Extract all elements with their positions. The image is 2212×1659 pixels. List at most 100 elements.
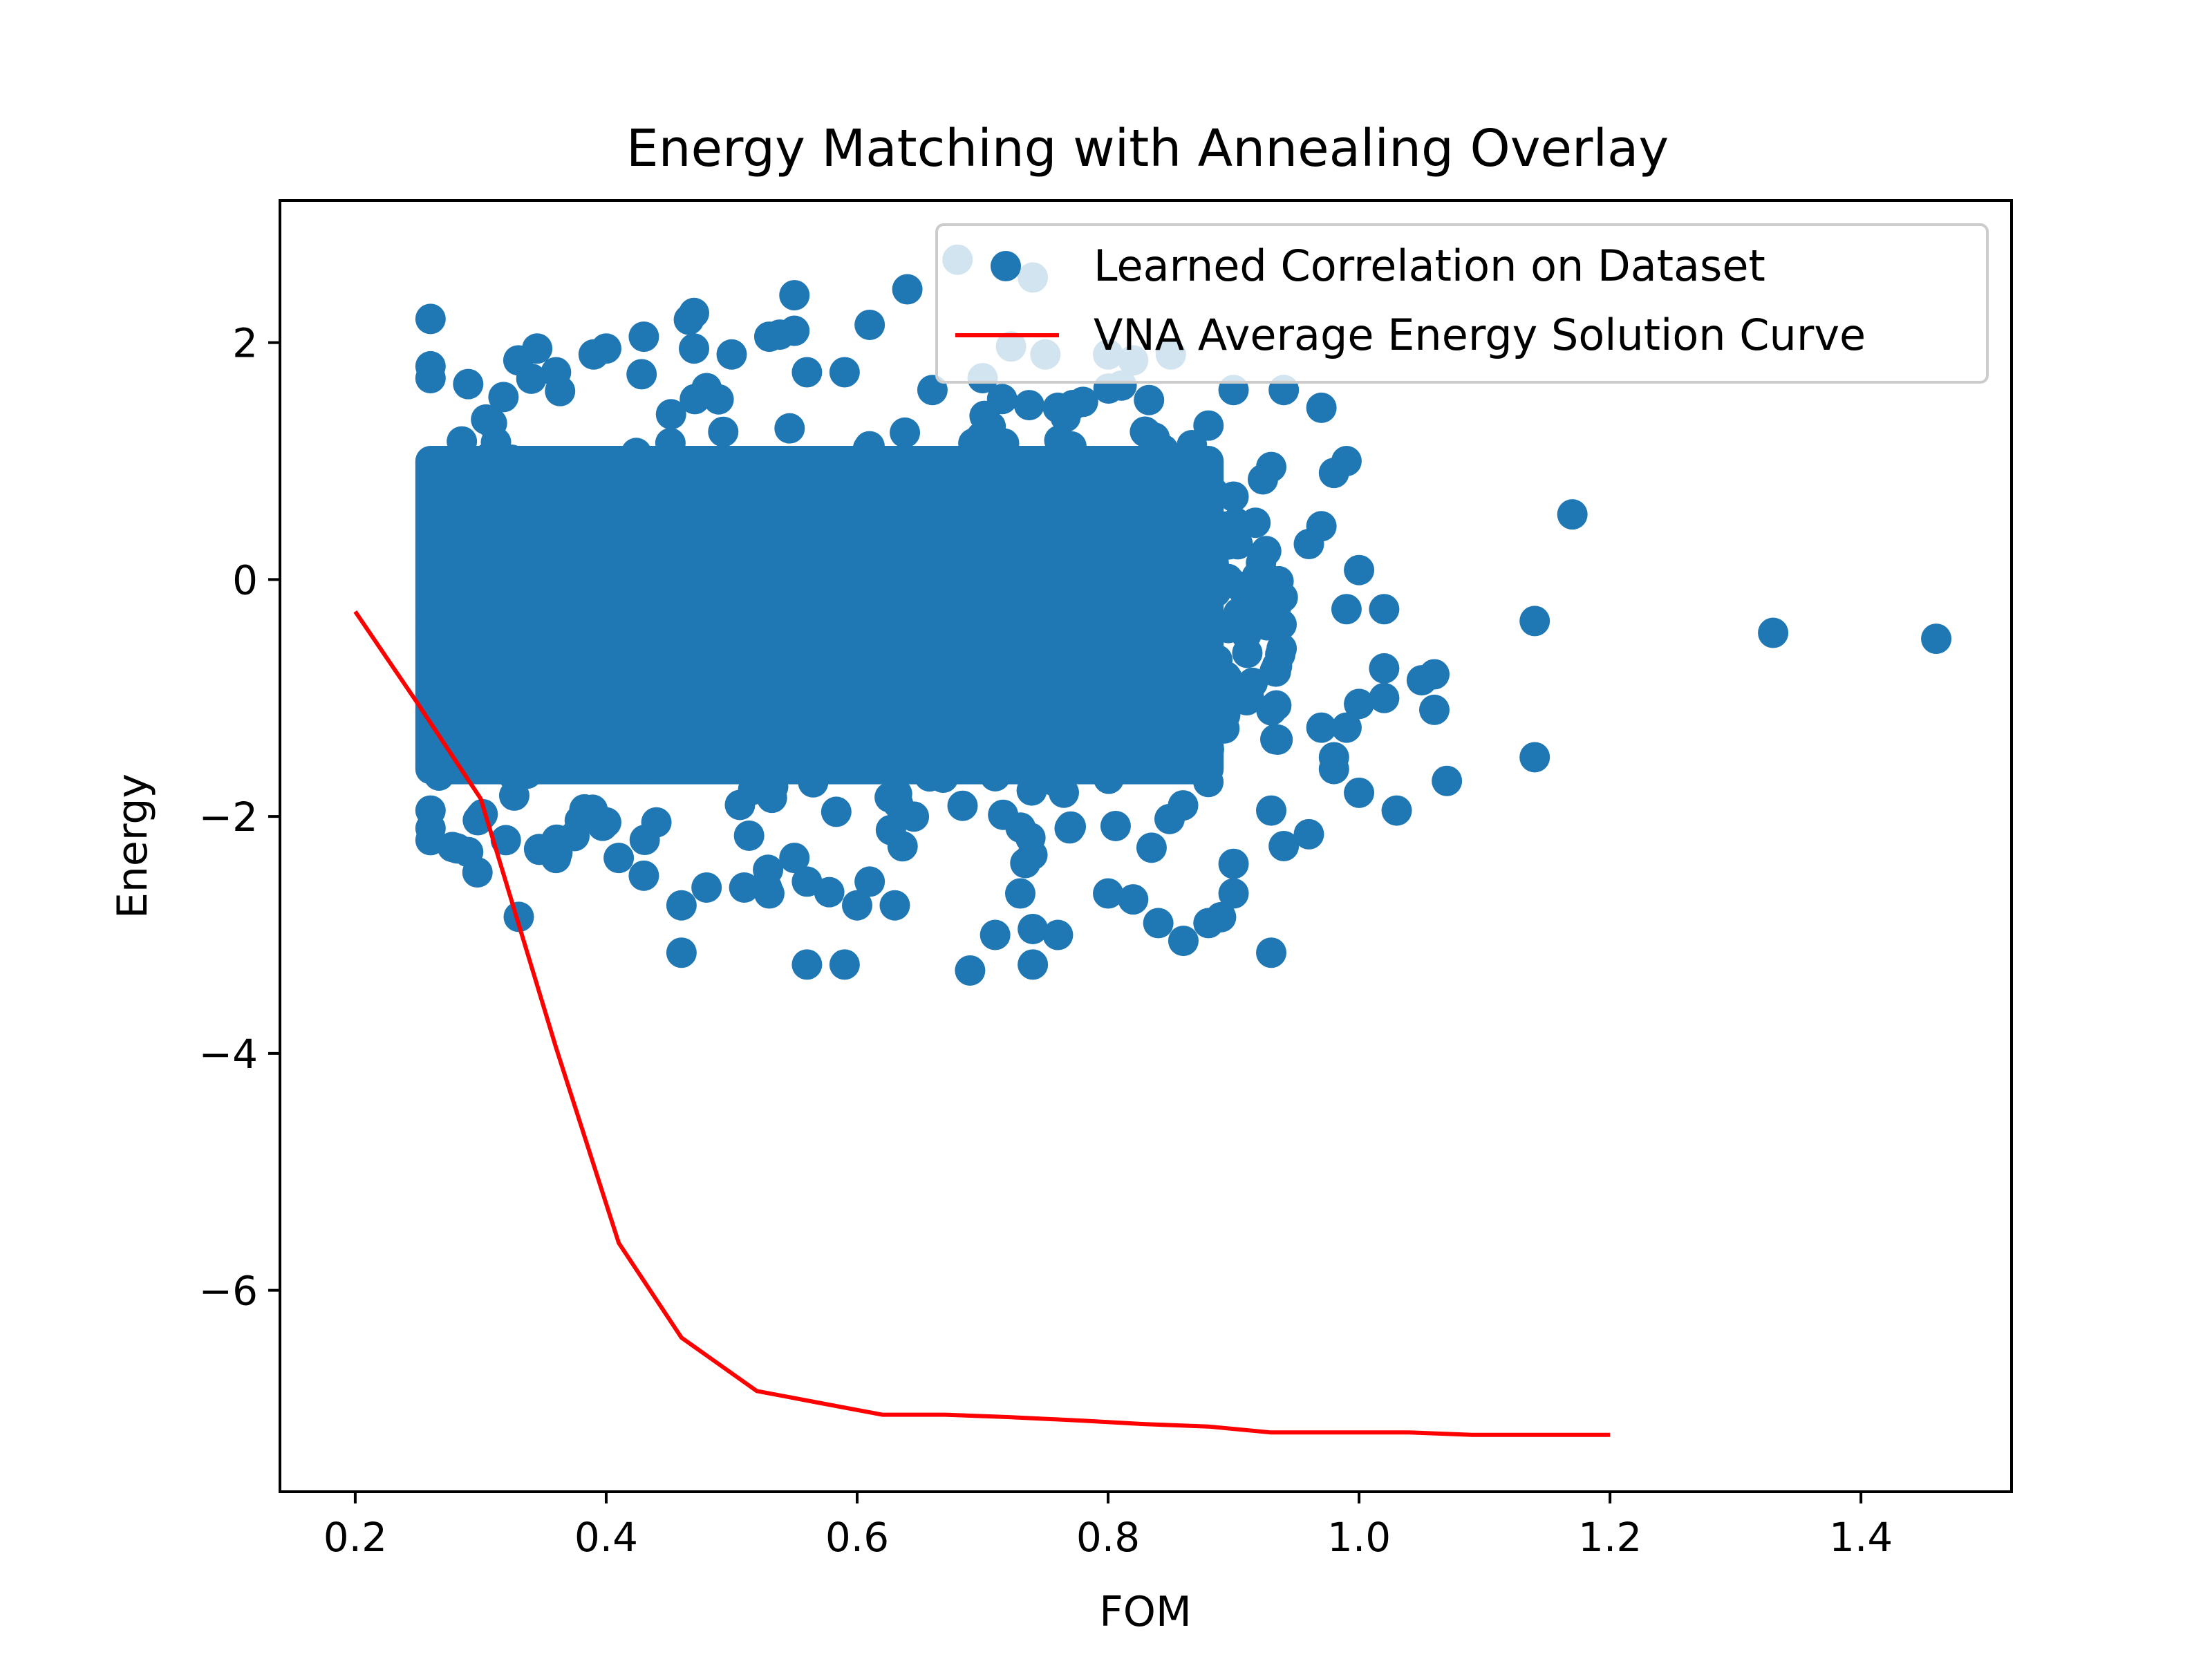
scatter-point	[503, 556, 534, 587]
scatter-point	[572, 541, 603, 572]
scatter-point	[1162, 729, 1193, 760]
scatter-point	[482, 635, 514, 666]
scatter-point	[753, 878, 785, 909]
scatter-point	[976, 695, 1007, 727]
scatter-point	[453, 836, 484, 868]
scatter-point	[1293, 528, 1324, 559]
scatter-point	[774, 413, 805, 444]
scatter-point	[1237, 667, 1268, 698]
legend-scatter-marker	[991, 251, 1021, 281]
scatter-point	[1256, 795, 1287, 826]
scatter-point	[1193, 734, 1224, 765]
scatter-point	[691, 373, 722, 404]
scatter-point	[458, 505, 489, 536]
scatter-point	[532, 612, 563, 644]
scatter-point	[765, 745, 796, 776]
scatter-point	[955, 596, 986, 627]
scatter-point	[682, 462, 713, 493]
scatter-point	[564, 498, 595, 529]
scatter-point	[915, 644, 946, 675]
scatter-point	[821, 796, 852, 827]
scatter-point	[503, 901, 534, 932]
scatter-point	[1193, 908, 1224, 939]
scatter-point	[1921, 624, 1952, 655]
scatter-point	[790, 707, 821, 738]
scatter-point	[415, 363, 446, 394]
y-axis-ticks: 2 0 −2 −4 −6	[199, 320, 280, 1315]
scatter-point	[1030, 700, 1061, 731]
scatter-point	[1369, 653, 1400, 684]
scatter-point	[1129, 549, 1160, 580]
scatter-point	[668, 484, 700, 515]
scatter-point	[1154, 803, 1185, 834]
scatter-point	[851, 724, 882, 755]
scatter-point	[785, 598, 816, 629]
scatter-point	[801, 561, 832, 592]
scatter-point	[1209, 713, 1240, 744]
scatter-point	[1318, 753, 1349, 785]
scatter-point	[798, 534, 829, 565]
scatter-point	[637, 728, 668, 759]
scatter-point	[1184, 554, 1215, 585]
legend-label-line: VNA Average Energy Solution Curve	[1094, 310, 1866, 360]
y-tick-label: −6	[199, 1268, 259, 1315]
scatter-point	[453, 368, 484, 400]
legend-label-scatter: Learned Correlation on Dataset	[1094, 241, 1765, 291]
scatter-point	[879, 890, 910, 921]
scatter-point	[1054, 813, 1085, 844]
x-tick-label: 1.0	[1327, 1514, 1391, 1561]
scatter-point	[753, 321, 785, 353]
scatter-point	[595, 528, 626, 559]
scatter-point	[680, 522, 711, 553]
scatter-point	[988, 799, 1019, 830]
scatter-point	[975, 411, 1006, 442]
scatter-point	[1190, 458, 1221, 489]
x-tick-label: 0.2	[324, 1514, 387, 1561]
scatter-point	[814, 684, 845, 715]
scatter-point	[1318, 458, 1349, 489]
scatter-point	[919, 522, 950, 553]
scatter-point	[881, 586, 912, 617]
scatter-point	[602, 682, 633, 713]
scatter-point	[1044, 425, 1075, 456]
scatter-point	[1004, 715, 1035, 747]
x-tick-label: 0.6	[825, 1514, 889, 1561]
scatter-point	[1758, 617, 1789, 648]
legend: Learned Correlation on Dataset VNA Avera…	[935, 223, 1989, 384]
scatter-point	[874, 782, 906, 813]
scatter-point	[791, 357, 823, 388]
scatter-point	[1058, 545, 1089, 576]
scatter-point	[1112, 527, 1143, 559]
scatter-point	[664, 749, 695, 780]
scatter-point	[1094, 585, 1125, 617]
scatter-point	[641, 807, 672, 838]
scatter-point	[904, 579, 935, 610]
scatter-point	[1076, 650, 1107, 682]
scatter-point	[1256, 695, 1287, 726]
scatter-point	[742, 480, 773, 511]
scatter-point	[679, 297, 710, 328]
scatter-point	[1197, 656, 1228, 687]
scatter-point	[982, 554, 1013, 585]
scatter-point	[613, 475, 644, 506]
scatter-point	[1406, 665, 1437, 696]
scatter-point	[970, 747, 1001, 778]
scatter-point	[875, 814, 906, 845]
scatter-point	[1369, 682, 1400, 713]
scatter-point	[945, 704, 976, 735]
scatter-point	[695, 735, 727, 767]
scatter-point	[490, 825, 521, 856]
scatter-point	[626, 359, 657, 390]
scatter-point	[1256, 451, 1287, 482]
scatter-point	[1344, 554, 1375, 585]
scatter-point	[1114, 490, 1145, 521]
scatter-point	[941, 572, 973, 603]
scatter-point	[1018, 949, 1049, 980]
scatter-point	[679, 333, 710, 364]
scatter-point	[933, 545, 964, 576]
scatter-point	[415, 795, 446, 826]
scatter-point	[1232, 637, 1263, 668]
scatter-point	[1116, 641, 1147, 672]
scatter-point	[1519, 606, 1550, 637]
